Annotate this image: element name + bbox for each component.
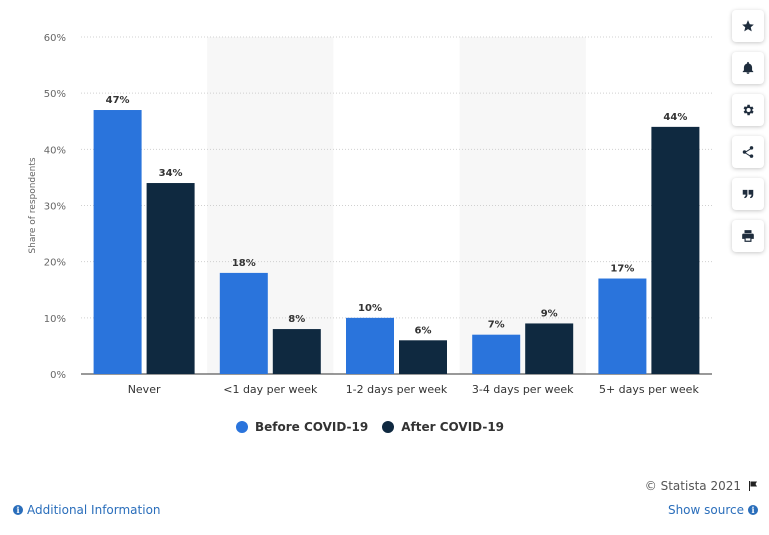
bar <box>272 329 321 374</box>
y-tick-label: 10% <box>44 314 66 325</box>
legend-dot-after <box>382 421 395 433</box>
print-icon <box>742 230 754 242</box>
statista-credit: © Statista 2021 <box>645 479 759 493</box>
bell-icon <box>742 61 754 74</box>
bar <box>346 317 394 374</box>
data-label: 17% <box>610 264 634 275</box>
data-label: 47% <box>106 95 130 106</box>
info-icon: i <box>748 505 758 515</box>
x-tick-label: 3-4 days per week <box>472 383 574 396</box>
x-tick-label: 5+ days per week <box>599 383 699 396</box>
data-label: 34% <box>159 168 183 179</box>
data-label: 8% <box>288 314 305 325</box>
bar <box>146 183 195 374</box>
cite-button[interactable] <box>732 178 764 210</box>
y-tick-label: 40% <box>44 145 66 156</box>
data-label: 6% <box>415 325 432 336</box>
bar <box>598 278 647 374</box>
chart-toolbar <box>732 10 764 262</box>
flag-icon[interactable] <box>747 480 759 492</box>
credit-text: © Statista 2021 <box>644 479 741 493</box>
info-icon: i <box>13 505 23 515</box>
y-axis-label: Share of respondents <box>28 157 38 254</box>
additional-information-label: Additional Information <box>27 503 161 517</box>
bar <box>651 126 700 374</box>
legend-item-before[interactable]: Before COVID-19 <box>235 420 369 434</box>
data-label: 18% <box>232 258 256 269</box>
data-label: 7% <box>488 320 505 331</box>
show-source-label: Show source <box>667 503 744 517</box>
share-button[interactable] <box>732 136 764 168</box>
x-tick-label: Never <box>128 383 161 396</box>
share-icon <box>742 146 754 158</box>
data-label: 44% <box>663 112 687 123</box>
settings-button[interactable] <box>732 94 764 126</box>
data-label: 10% <box>358 303 382 314</box>
bar-chart: 0% 10% 20% 30% 40% 50% 60% Share of respondents… <box>28 33 712 396</box>
quote-icon <box>742 189 754 199</box>
x-tick-label: 1-2 days per week <box>346 383 448 396</box>
bar <box>525 323 574 374</box>
bar <box>472 334 521 374</box>
data-label: 9% <box>541 308 558 319</box>
favorite-button[interactable] <box>732 10 764 42</box>
y-tick-label: 0% <box>50 370 66 381</box>
print-button[interactable] <box>732 220 764 252</box>
y-tick-label: 20% <box>44 258 66 269</box>
y-tick-label: 50% <box>44 89 66 100</box>
legend-dot-before <box>235 421 248 433</box>
legend-item-after[interactable]: After COVID-19 <box>382 420 504 434</box>
notification-button[interactable] <box>732 52 764 84</box>
gear-icon <box>743 104 754 116</box>
y-tick-label: 30% <box>44 202 66 213</box>
additional-information-link[interactable]: i Additional Information <box>13 503 161 517</box>
chart-legend: Before COVID-19 After COVID-19 <box>0 420 740 434</box>
bar <box>93 110 142 375</box>
x-tick-label: <1 day per week <box>223 383 318 396</box>
bar <box>399 340 447 374</box>
y-tick-label: 60% <box>44 33 66 44</box>
show-source-link[interactable]: Show source i <box>668 503 758 517</box>
legend-label-after: After COVID-19 <box>401 420 505 434</box>
legend-label-before: Before COVID-19 <box>254 420 369 434</box>
bar <box>219 272 268 374</box>
star-icon <box>742 20 754 32</box>
